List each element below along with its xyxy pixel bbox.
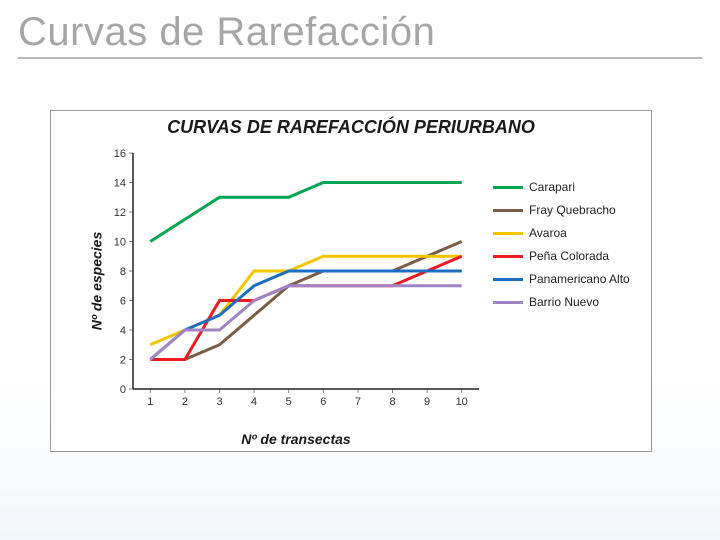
legend-item: Fray Quebracho (493, 203, 643, 217)
x-axis-label: Nº de transectas (101, 431, 491, 447)
legend-label: Peña Colorada (529, 249, 609, 263)
legend-swatch (493, 278, 523, 281)
svg-text:16: 16 (114, 148, 126, 160)
title-wrap: Curvas de Rarefacción (18, 10, 702, 59)
chart-svg: 0246810121416 12345678910 (113, 149, 483, 409)
legend-label: Avaroa (529, 226, 567, 240)
legend-label: Carapari (529, 180, 575, 194)
y-ticks: 0 2 4 6 8 10 12 14 16 (114, 148, 133, 396)
legend-item: Carapari (493, 180, 643, 194)
legend: Carapari Fray Quebracho Avaroa Peña Colorad… (493, 171, 643, 318)
legend-item: Barrio Nuevo (493, 295, 643, 309)
svg-text:6: 6 (120, 296, 126, 308)
svg-text:12: 12 (114, 207, 126, 219)
svg-text:0: 0 (120, 384, 126, 396)
svg-text:1: 1 (147, 396, 153, 408)
svg-text:14: 14 (114, 178, 126, 190)
svg-text:10: 10 (456, 396, 468, 408)
y-axis-label: Nº de especies (88, 232, 104, 331)
svg-text:10: 10 (114, 237, 126, 249)
slide: Curvas de Rarefacción CURVAS DE RAREFACC… (0, 0, 720, 540)
svg-text:2: 2 (120, 355, 126, 367)
chart-figure: CURVAS DE RAREFACCIÓN PERIURBANO Nº de e… (50, 110, 652, 452)
legend-label: Panamericano Alto (529, 272, 630, 286)
svg-text:8: 8 (120, 266, 126, 278)
svg-text:7: 7 (355, 396, 361, 408)
legend-swatch (493, 255, 523, 258)
legend-swatch (493, 232, 523, 235)
plot-area: 0246810121416 12345678910 (113, 149, 483, 409)
legend-label: Fray Quebracho (529, 203, 616, 217)
svg-text:8: 8 (389, 396, 395, 408)
legend-swatch (493, 209, 523, 212)
series-group (150, 183, 461, 360)
svg-text:2: 2 (182, 396, 188, 408)
series-barrio-nuevo (150, 286, 461, 360)
legend-item: Peña Colorada (493, 249, 643, 263)
series-carapari (150, 183, 461, 242)
page-title: Curvas de Rarefacción (18, 10, 435, 54)
legend-item: Panamericano Alto (493, 272, 643, 286)
legend-label: Barrio Nuevo (529, 295, 599, 309)
svg-text:5: 5 (286, 396, 292, 408)
chart-title: CURVAS DE RAREFACCIÓN PERIURBANO (51, 117, 651, 138)
svg-text:4: 4 (251, 396, 257, 408)
legend-swatch (493, 301, 523, 304)
svg-text:3: 3 (216, 396, 222, 408)
svg-text:4: 4 (120, 325, 126, 337)
x-ticks: 1 2 3 4 5 6 7 8 9 10 (147, 389, 468, 408)
legend-item: Avaroa (493, 226, 643, 240)
legend-swatch (493, 186, 523, 189)
svg-text:9: 9 (424, 396, 430, 408)
svg-text:6: 6 (320, 396, 326, 408)
